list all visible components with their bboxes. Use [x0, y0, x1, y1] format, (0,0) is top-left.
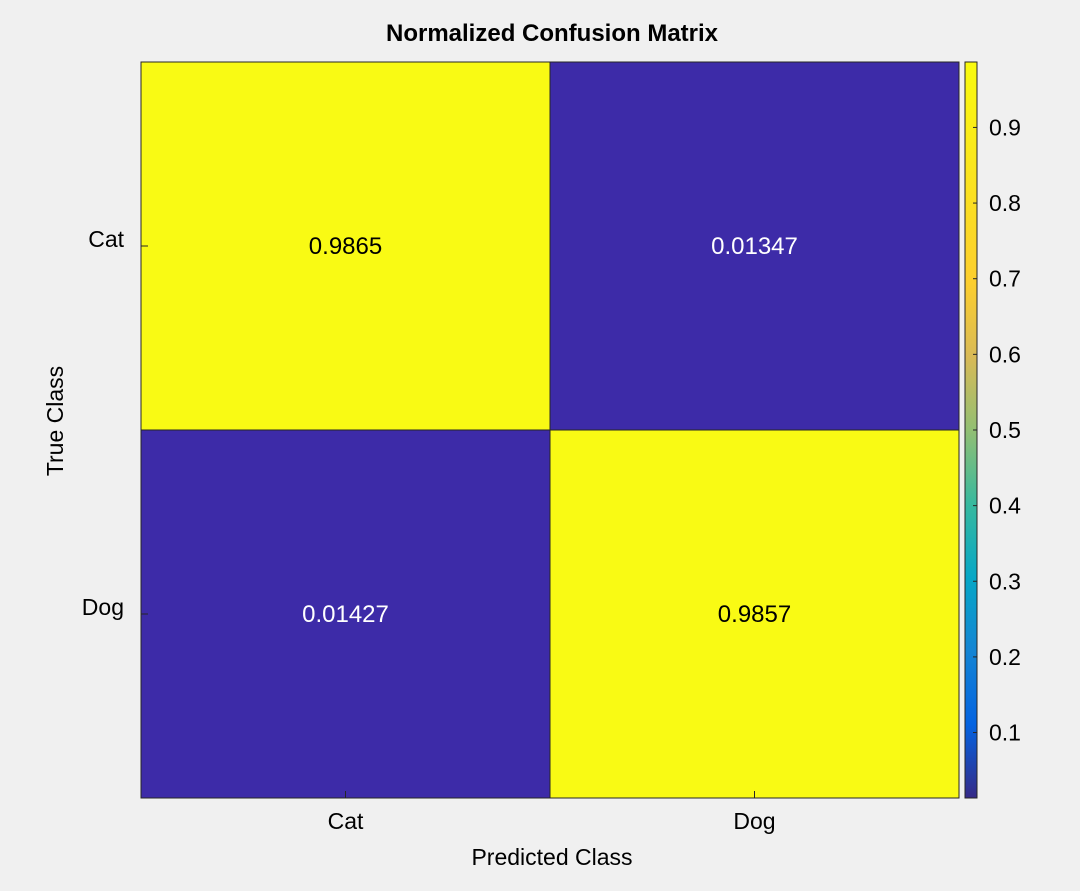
colorbar-tick-label: 0.9	[989, 114, 1021, 140]
colorbar-tick-label: 0.2	[989, 644, 1021, 670]
heatmap-cell-labels: 0.9865 0.01347 0.01427 0.9857	[302, 233, 798, 628]
cell-value-label: 0.01427	[302, 601, 389, 628]
colorbar-tick-label: 0.7	[989, 266, 1021, 292]
colorbar-tick-label: 0.8	[989, 190, 1021, 216]
colorbar-tick-label: 0.4	[989, 493, 1021, 519]
colorbar-tick-label: 0.3	[989, 568, 1021, 594]
y-axis-ticks: Cat Dog	[82, 226, 148, 620]
colorbar-tick-label: 0.6	[989, 341, 1021, 367]
x-axis-label: Predicted Class	[471, 844, 632, 870]
cell-value-label: 0.01347	[711, 233, 798, 260]
chart-title: Normalized Confusion Matrix	[386, 20, 719, 47]
y-tick-label: Dog	[82, 594, 124, 620]
y-axis-label: True Class	[42, 366, 68, 476]
colorbar-ticks: 0.1 0.2 0.3 0.4 0.5 0.6 0.7 0.8 0.9	[973, 114, 1021, 746]
colorbar-tick-label: 0.5	[989, 417, 1021, 443]
x-tick-label: Cat	[328, 808, 364, 834]
heatmap-cells	[140, 61, 960, 799]
colorbar-tick-label: 0.1	[989, 720, 1021, 746]
heatmap-cell	[549, 61, 960, 431]
cell-value-label: 0.9865	[309, 233, 382, 260]
x-axis-ticks: Cat Dog	[328, 791, 776, 834]
heatmap-cell	[549, 429, 960, 799]
heatmap-cell	[140, 61, 551, 431]
cell-value-label: 0.9857	[718, 601, 791, 628]
x-tick-label: Dog	[733, 808, 775, 834]
y-tick-label: Cat	[88, 226, 124, 252]
heatmap-cell	[140, 429, 551, 799]
